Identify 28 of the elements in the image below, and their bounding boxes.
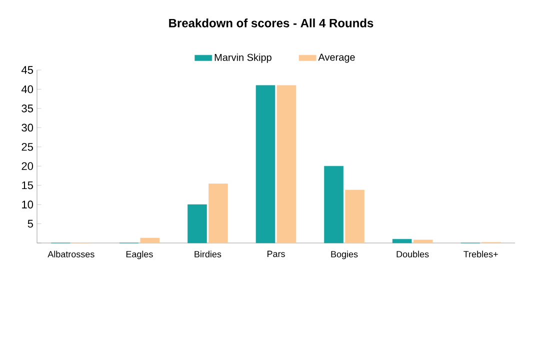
bar — [413, 240, 433, 244]
bar — [208, 184, 228, 244]
chart-title: Breakdown of scores - All 4 Rounds — [169, 18, 374, 28]
x-tick-label: Albatrosses — [48, 250, 94, 258]
bar — [140, 238, 160, 244]
bar — [324, 166, 344, 244]
x-tick-label: Eagles — [126, 250, 153, 260]
bar — [188, 204, 207, 244]
bar — [345, 190, 364, 244]
y-tick-label: 45 — [21, 66, 33, 74]
legend-label: Marvin Skipp — [214, 54, 272, 63]
x-tick-label: Pars — [267, 250, 285, 258]
bar — [256, 85, 276, 244]
bar — [392, 238, 412, 244]
bar — [276, 85, 296, 244]
x-tick-label: Birdies — [194, 250, 222, 258]
x-tick-label: Trebles+ — [464, 250, 498, 258]
x-tick-label: Bogies — [331, 250, 358, 260]
y-tick-label: 20 — [22, 162, 34, 170]
y-tick-label: 10 — [22, 200, 34, 208]
y-tick-label: 40 — [21, 85, 34, 94]
legend-label: Average — [318, 54, 355, 63]
y-tick-label: 30 — [22, 124, 34, 132]
y-tick-label: 35 — [22, 104, 33, 112]
y-tick-label: 5 — [28, 220, 34, 228]
y-tick-label: 25 — [22, 143, 33, 151]
y-tick-label: 15 — [22, 181, 33, 190]
x-tick-label: Doubles — [396, 250, 429, 258]
